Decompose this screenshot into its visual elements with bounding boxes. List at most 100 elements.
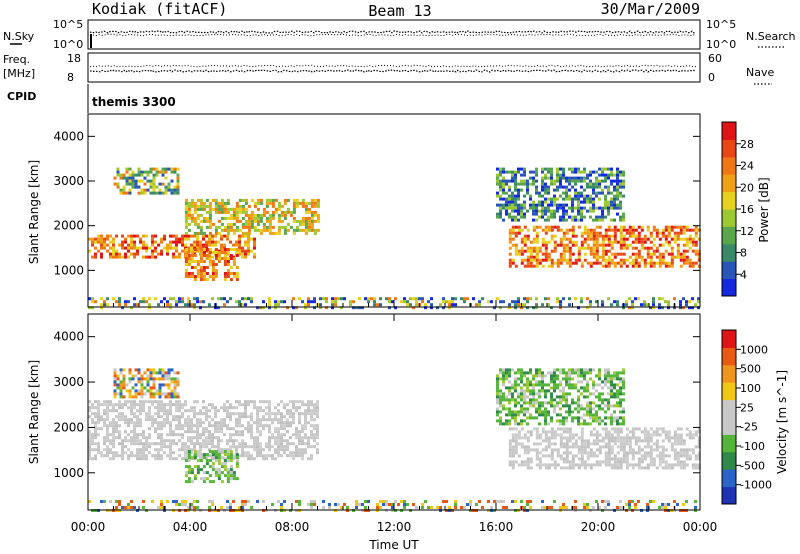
velocity-data-cell	[526, 436, 530, 440]
velocity-data-cell	[517, 410, 520, 414]
power-data-cell	[250, 300, 253, 304]
power-data-cell	[358, 306, 361, 310]
velocity-data-cell	[149, 395, 153, 399]
power-data-cell	[667, 264, 671, 268]
velocity-data-cell	[565, 445, 569, 449]
velocity-data-cell	[562, 427, 566, 431]
power-data-cell	[580, 194, 583, 198]
power-data-cell	[286, 210, 290, 214]
velocity-data-cell	[364, 506, 367, 509]
power-data-cell	[283, 213, 287, 217]
power-data-cell	[226, 210, 230, 214]
power-data-cell	[547, 170, 550, 174]
velocity-data-cell	[610, 427, 614, 431]
power-data-cell	[685, 300, 688, 304]
power-data-cell	[187, 249, 190, 253]
velocity-data-cell	[91, 418, 94, 422]
power-data-cell	[523, 303, 526, 307]
power-data-cell	[184, 260, 188, 263]
power-data-cell	[223, 272, 227, 275]
velocity-data-cell	[622, 436, 626, 440]
velocity-data-cell	[274, 436, 277, 440]
velocity-data-cell	[529, 389, 532, 393]
velocity-data-cell	[547, 389, 550, 393]
power-data-cell	[217, 260, 221, 263]
power-data-cell	[589, 300, 592, 304]
power-data-cell	[205, 249, 208, 253]
velocity-data-cell	[175, 406, 178, 410]
velocity-data-cell	[592, 419, 595, 423]
power-data-cell	[460, 297, 463, 301]
velocity-data-cell	[244, 427, 247, 431]
velocity-data-cell	[667, 463, 671, 467]
power-data-cell	[634, 252, 638, 256]
power-data-cell	[202, 269, 206, 272]
velocity-data-cell	[667, 503, 670, 506]
velocity-data-cell	[613, 386, 616, 390]
power-data-cell	[589, 261, 593, 265]
power-data-cell	[520, 246, 524, 250]
velocity-data-cell	[226, 439, 229, 443]
power-data-cell	[568, 258, 572, 262]
power-data-cell	[613, 228, 617, 232]
power-data-cell	[517, 231, 521, 235]
colorbar-swatch	[722, 278, 736, 297]
power-data-cell	[610, 173, 613, 177]
power-data-cell	[625, 243, 629, 247]
velocity-data-cell	[640, 460, 644, 464]
velocity-data-cell	[250, 445, 253, 449]
velocity-data-cell	[499, 371, 502, 375]
power-data-cell	[622, 179, 625, 183]
velocity-data-cell	[502, 392, 505, 396]
nave-tick-top: 60	[708, 52, 722, 65]
power-data-cell	[125, 176, 129, 180]
power-data-cell	[205, 272, 209, 275]
power-data-cell	[676, 246, 680, 250]
velocity-data-cell	[577, 422, 580, 426]
velocity-data-cell	[505, 371, 508, 375]
velocity-data-cell	[199, 433, 202, 437]
power-data-cell	[190, 243, 193, 247]
velocity-data-cell	[619, 466, 623, 470]
power-data-cell	[125, 167, 129, 171]
velocity-data-cell	[226, 427, 229, 431]
velocity-data-cell	[520, 427, 524, 431]
velocity-data-cell	[694, 433, 698, 437]
velocity-data-cell	[106, 400, 109, 404]
velocity-data-cell	[529, 413, 532, 417]
power-data-cell	[208, 204, 212, 208]
velocity-data-cell	[637, 451, 641, 455]
velocity-data-cell	[616, 395, 619, 399]
velocity-data-cell	[244, 454, 247, 458]
velocity-data-cell	[505, 413, 508, 417]
power-data-cell	[655, 255, 659, 259]
power-data-cell	[601, 191, 604, 195]
velocity-data-cell	[637, 448, 641, 452]
power-data-cell	[589, 209, 592, 213]
power-data-cell	[310, 222, 314, 226]
power-data-cell	[649, 261, 653, 265]
power-data-cell	[514, 188, 517, 192]
power-data-cell	[502, 179, 505, 183]
power-data-cell	[511, 200, 514, 204]
power-data-cell	[559, 185, 562, 189]
velocity-data-cell	[589, 377, 592, 381]
power-data-cell	[622, 185, 625, 189]
velocity-data-cell	[143, 386, 147, 390]
velocity-data-cell	[655, 427, 659, 431]
power-data-cell	[562, 215, 565, 219]
power-data-cell	[568, 228, 572, 232]
power-data-cell	[682, 228, 686, 232]
power-data-cell	[610, 261, 614, 265]
velocity-data-cell	[514, 451, 518, 455]
power-data-cell	[193, 216, 197, 220]
power-data-cell	[190, 272, 194, 275]
power-data-cell	[688, 228, 692, 232]
power-data-cell	[505, 209, 508, 213]
velocity-data-cell	[556, 454, 560, 458]
power-data-cell	[142, 234, 145, 238]
velocity-data-cell	[274, 415, 277, 419]
velocity-data-cell	[226, 506, 229, 509]
power-data-cell	[526, 261, 530, 265]
power-data-cell	[202, 243, 205, 247]
